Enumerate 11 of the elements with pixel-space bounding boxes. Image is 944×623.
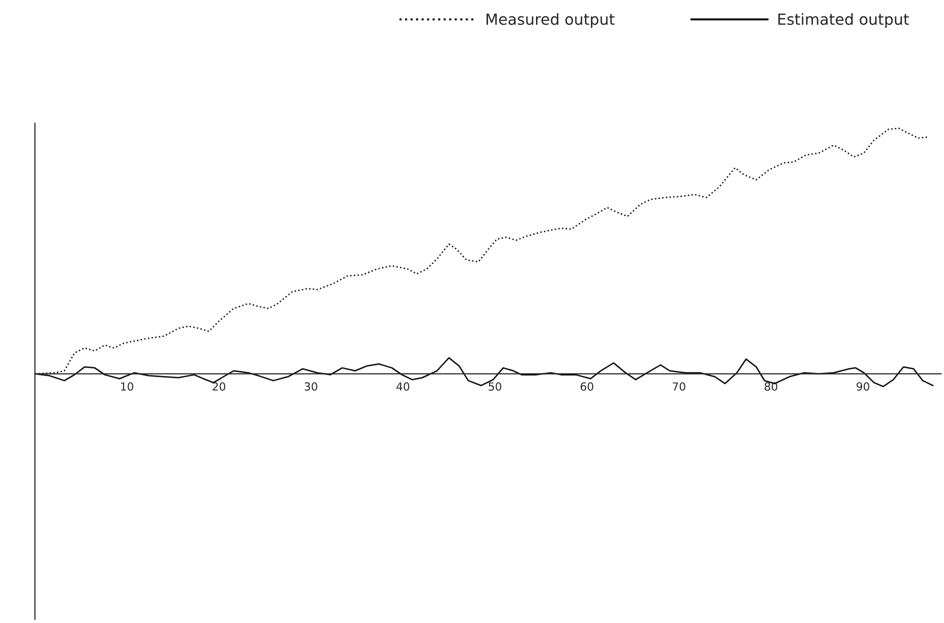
x-tick-label: 30 xyxy=(304,382,318,391)
x-tick-label: 20 xyxy=(212,382,226,391)
x-tick-label: 10 xyxy=(121,382,134,391)
legend-label: Estimated output xyxy=(778,13,909,28)
legend-label: Measured output xyxy=(486,13,615,28)
x-tick-label: 70 xyxy=(672,382,686,391)
x-tick-label: 50 xyxy=(488,382,502,391)
x-tick-label: 60 xyxy=(580,382,594,391)
x-tick-label: 40 xyxy=(396,382,410,391)
x-tick-label: 90 xyxy=(856,382,870,391)
x-tick-label: 80 xyxy=(764,382,778,391)
